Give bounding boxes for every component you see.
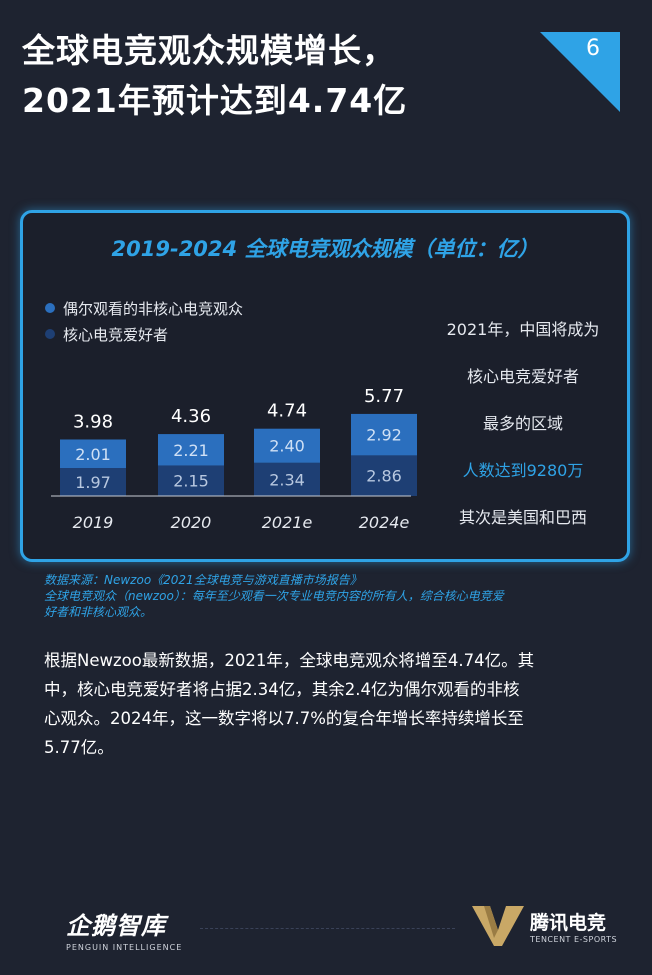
bar-total-2021e: 4.74 <box>267 401 307 422</box>
legend-swatch-core <box>45 329 55 339</box>
bar-label-core-2019: 1.97 <box>75 473 111 492</box>
bar-label-noncore-2024e: 2.92 <box>366 426 402 445</box>
bar-noncore-2020 <box>158 434 224 466</box>
source-line-3: 好者和非核心观众。 <box>44 605 153 619</box>
v-logo-icon <box>472 906 524 946</box>
x-tick-2019: 2019 <box>73 513 114 532</box>
body-line-2: 中，核心电竞爱好者将占据2.34亿，其余2.4亿为偶尔观看的非核 <box>44 680 520 699</box>
bar-total-2019: 3.98 <box>73 411 113 432</box>
bar-core-2021e <box>254 462 320 496</box>
stacked-bar-chart: 1.97 2.01 3.98 2019 2.15 2.21 4.36 2020 2.34 2.40… <box>51 386 417 532</box>
x-tick-2021e: 2021e <box>262 513 313 532</box>
body-paragraph: 根据Newzoo最新数据，2021年，全球电竞观众将增至4.74亿。其 中，核心… <box>44 646 612 762</box>
annotation-line-1: 2021年，中国将成为 <box>446 320 600 339</box>
body-line-4: 5.77亿。 <box>44 738 114 757</box>
body-line-1: 根据Newzoo最新数据，2021年，全球电竞观众将增至4.74亿。其 <box>44 651 535 670</box>
bar-label-core-2021e: 2.34 <box>269 470 305 489</box>
x-tick-2020: 2020 <box>171 513 212 532</box>
legend-swatch-noncore <box>45 303 55 313</box>
bar-label-core-2020: 2.15 <box>173 472 209 491</box>
page-number: 6 <box>586 36 600 61</box>
bar-label-noncore-2021e: 2.40 <box>269 437 305 456</box>
annotation-line-3: 最多的区域 <box>482 414 563 433</box>
legend-item-core: 核心电竞爱好者 <box>45 321 243 347</box>
bar-core-2019 <box>60 468 126 496</box>
page-number-badge <box>540 32 620 112</box>
annotation-line-5: 其次是美国和巴西 <box>458 508 587 527</box>
brand-subtext: TENCENT E-SPORTS <box>530 935 618 944</box>
chart-title: 2019-2024 全球电竞观众规模（单位：亿） <box>111 237 539 261</box>
bar-total-2024e: 5.77 <box>364 386 404 407</box>
data-source-note: 数据来源：Newzoo《2021全球电竞与游戏直播市场报告》 全球电竞观众（ne… <box>44 572 604 620</box>
bar-noncore-2019 <box>60 439 126 469</box>
annotation-line-2: 核心电竞爱好者 <box>466 367 579 386</box>
penguin-intelligence-logo: 企鹅智库 PENGUIN INTELLIGENCE <box>66 906 182 952</box>
body-line-3: 心观众。2024年，这一数字将以7.7%的复合年增长率持续增长至 <box>44 709 524 728</box>
bar-noncore-2024e <box>351 413 417 456</box>
logo-subtext: PENGUIN INTELLIGENCE <box>66 943 183 952</box>
page-title: 全球电竞观众规模增长， 2021年预计达到4.74亿 <box>22 26 407 126</box>
bar-label-noncore-2019: 2.01 <box>75 445 111 464</box>
footer-divider <box>200 928 455 929</box>
logo-text: 企鹅智库 <box>66 912 166 940</box>
chart-panel: 2019-2024 全球电竞观众规模（单位：亿） 偶尔观看的非核心电竞观众 核心… <box>20 210 630 562</box>
legend-item-noncore: 偶尔观看的非核心电竞观众 <box>45 295 243 321</box>
legend-label-core: 核心电竞爱好者 <box>63 325 169 344</box>
annotation-highlight: 人数达到9280万 <box>462 461 584 480</box>
source-line-1: 数据来源：Newzoo《2021全球电竞与游戏直播市场报告》 <box>44 573 362 587</box>
x-tick-2024e: 2024e <box>359 513 410 532</box>
bar-noncore-2021e <box>254 428 320 463</box>
bar-core-2020 <box>158 465 224 496</box>
brand-name: 腾讯电竞 <box>530 912 607 934</box>
chart-legend: 偶尔观看的非核心电竞观众 核心电竞爱好者 <box>45 295 243 347</box>
source-line-2: 全球电竞观众（newzoo）：每年至少观看一次专业电竞内容的所有人，综合核心电竞… <box>44 589 504 603</box>
title-line-1: 全球电竞观众规模增长， <box>22 31 396 70</box>
legend-label-noncore: 偶尔观看的非核心电竞观众 <box>63 299 244 318</box>
tencent-esports-logo: 腾讯电竞 TENCENT E-SPORTS <box>470 904 617 948</box>
chart-annotation: 2021年，中国将成为 核心电竞爱好者 最多的区域 人数达到9280万 其次是美… <box>423 315 623 550</box>
bar-core-2024e <box>351 455 417 496</box>
bar-total-2020: 4.36 <box>171 406 211 427</box>
bar-label-core-2024e: 2.86 <box>366 467 402 486</box>
bar-label-noncore-2020: 2.21 <box>173 441 209 460</box>
title-line-2: 2021年预计达到4.74亿 <box>22 81 408 120</box>
